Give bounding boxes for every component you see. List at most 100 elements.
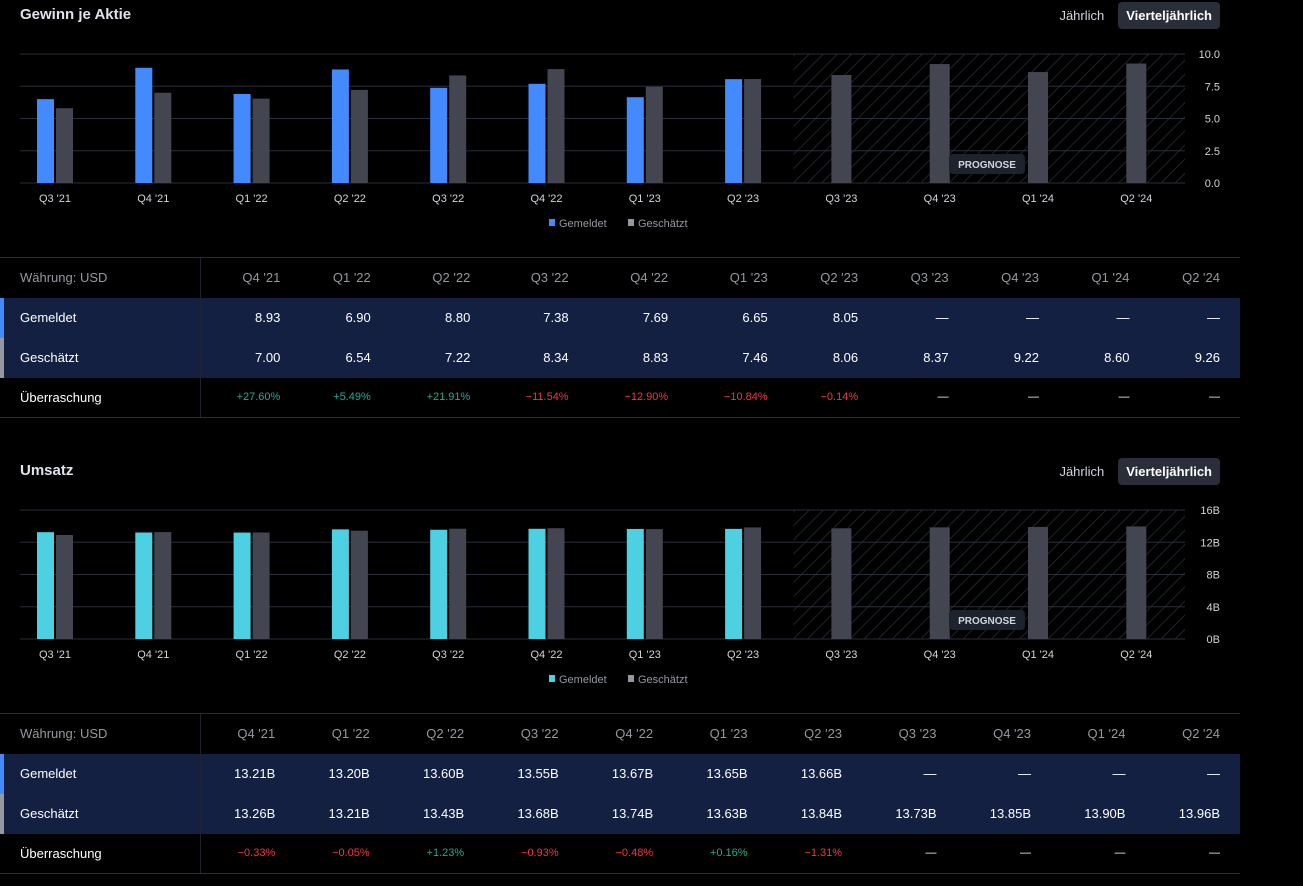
column-header: Q4 '23 [956,713,1051,754]
annual-button[interactable]: Jährlich [1059,464,1105,479]
table-cell: 8.80 [390,297,491,338]
x-tick-label: Q2 '22 [334,193,366,205]
table-cell: −11.54% [490,377,589,418]
bar-estimated [449,75,467,183]
bar-estimated [56,108,73,183]
table-row-estimated: Geschätzt 13.26B 13.21B 13.43B 13.68B 13.74B 1… [0,793,1240,834]
table-cell: +21.91% [390,377,491,418]
table-cell: +5.49% [300,377,391,418]
table-cell: 8.60 [1059,337,1150,378]
eps-title: Gewinn je Aktie [20,6,132,23]
table-cell: 9.26 [1149,337,1240,378]
legend-swatch-reported [549,219,555,226]
bar-estimated [154,532,172,639]
column-header: Q3 '22 [484,713,579,754]
revenue-section: Umsatz Jährlich Vierteljährlich 16B 12B 8B… [0,456,1240,876]
table-row-reported: Gemeldet 13.21B 13.20B 13.60B 13.55B 13.67B 13… [0,753,1240,794]
bar-reported [528,83,546,183]
currency-label: Währung: USD [0,713,201,754]
table-row-reported: Gemeldet 8.93 6.90 8.80 7.38 7.69 6.65 8.05— — — — [0,297,1240,338]
table-cell: 13.26B [200,793,296,834]
bar-reported [233,532,251,639]
eps-chart: 10.0 7.5 5.0 2.5 0.0 Q3 '21 Q4 '21 Q1 '22 Q2 '22… [20,49,1220,230]
legend-reported: Gemeldet [559,218,607,230]
column-header: Q1 '22 [300,257,391,298]
row-label: Überraschung [0,377,201,418]
bar-reported [135,532,153,639]
y-tick-label: 10.0 [1199,49,1220,61]
table-cell: 6.54 [300,337,391,378]
table-cell: −0.05% [295,833,390,874]
bar-reported [725,528,743,639]
bar-estimated [744,79,762,183]
table-cell: — [968,377,1059,418]
table-cell: 13.67B [578,753,674,794]
x-tick-label: Q1 '24 [1022,649,1054,661]
x-tick-label: Q4 '22 [530,649,562,661]
legend-reported: Gemeldet [559,674,607,686]
table-cell: — [1050,833,1146,874]
x-tick-label: Q3 '23 [825,649,857,661]
bar-estimated [252,98,270,183]
table-cell: 13.43B [389,793,485,834]
column-header: Q1 '23 [673,713,768,754]
forecast-badge: PROGNOSE [949,154,1025,174]
quarterly-button[interactable]: Vierteljährlich [1118,458,1220,485]
table-cell: 13.55B [484,753,579,794]
x-tick-label: Q3 '21 [39,649,71,661]
column-header: Q4 '21 [200,257,301,298]
bar-reported [725,79,743,183]
column-header: Q1 '24 [1059,257,1150,298]
table-cell: 6.90 [300,297,391,338]
row-label: Gemeldet [0,297,201,338]
table-cell: 9.22 [968,337,1059,378]
x-tick-label: Q2 '23 [727,649,759,661]
table-cell: — [1145,753,1240,794]
table-cell: — [956,753,1051,794]
annual-button[interactable]: Jährlich [1059,8,1105,23]
table-cell: — [878,297,969,338]
bar-reported [37,99,54,183]
table-cell: 13.85B [956,793,1051,834]
column-header: Q2 '24 [1145,713,1240,754]
y-tick-label: 12B [1200,537,1220,549]
legend-estimated: Geschätzt [638,218,688,230]
forecast-badge-label: PROGNOSE [958,160,1016,171]
x-tick-label: Q4 '23 [924,649,956,661]
x-tick-label: Q4 '22 [530,193,562,205]
bar-estimated [252,532,270,639]
bar-reported [135,67,153,183]
bar-estimated [645,529,663,639]
quarterly-button[interactable]: Vierteljährlich [1118,2,1220,29]
forecast-badge: PROGNOSE [949,610,1025,630]
table-cell: — [1059,377,1150,418]
bar-estimated [449,528,467,639]
table-cell: 13.73B [862,793,957,834]
table-cell: — [968,297,1059,338]
table-cell: −0.48% [578,833,674,874]
table-cell: 13.84B [767,793,863,834]
y-tick-label: 16B [1200,505,1220,517]
y-tick-label: 7.5 [1205,81,1220,93]
forecast-badge-label: PROGNOSE [958,616,1016,627]
table-cell: 6.65 [688,297,788,338]
x-tick-label: Q1 '23 [629,649,661,661]
bar-reported [331,69,349,183]
table-cell: +1.23% [389,833,485,874]
bar-estimated [645,86,663,183]
x-tick-label: Q1 '23 [629,193,661,205]
y-tick-label: 0.0 [1205,178,1220,190]
bar-estimated [929,64,950,183]
x-tick-label: Q4 '23 [924,193,956,205]
bar-estimated [744,527,762,639]
table-cell: 13.65B [673,753,768,794]
y-tick-label: 2.5 [1205,146,1220,158]
eps-table: Währung: USD Q4 '21 Q1 '22 Q2 '22 Q3 '22 Q4 '… [0,257,1240,418]
forecast-badge-bg [949,154,1025,174]
x-tick-label: Q4 '21 [137,193,169,205]
table-cell: 7.38 [490,297,589,338]
bar-reported [430,529,448,639]
table-cell: 8.37 [878,337,969,378]
y-tick-label: 0B [1207,634,1220,646]
table-cell: 13.90B [1050,793,1146,834]
